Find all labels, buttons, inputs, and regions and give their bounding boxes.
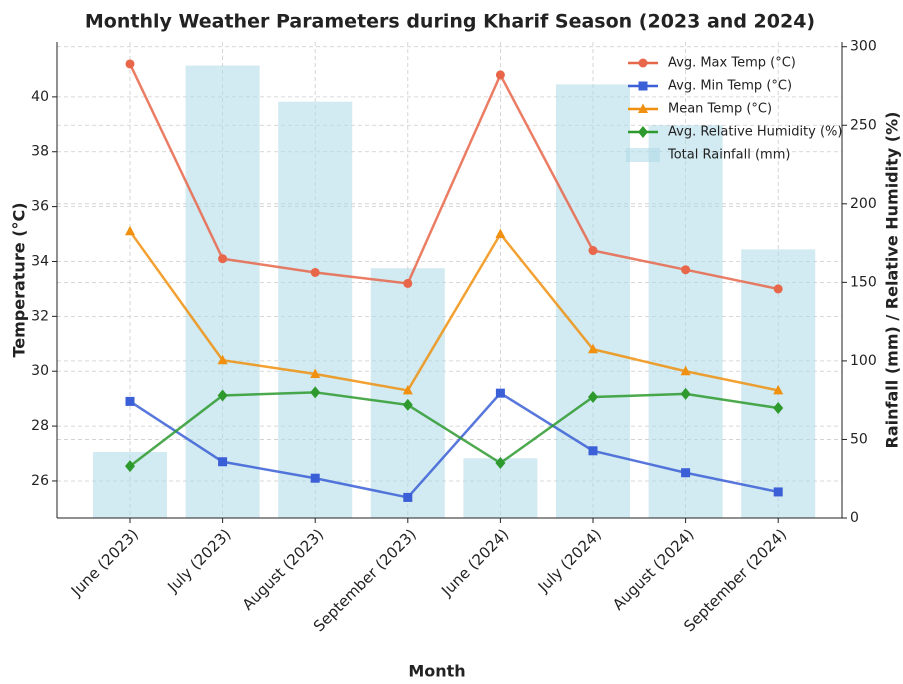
marker [310, 368, 321, 378]
marker [588, 446, 598, 456]
y2-tick-label: 150 [850, 274, 877, 290]
marker [638, 58, 648, 68]
marker [773, 384, 784, 395]
marker [125, 59, 135, 69]
marker [402, 384, 413, 395]
chart-title: Monthly Weather Parameters during Kharif… [85, 11, 815, 33]
y-tick-label: 34 [31, 253, 49, 269]
marker [773, 487, 783, 497]
y-tick-label: 28 [31, 418, 49, 434]
marker [588, 343, 598, 354]
line [129, 391, 779, 468]
x-tick-label: June (2024) [437, 525, 512, 600]
y2-tick-label: 100 [850, 353, 877, 369]
y-tick-label: 38 [31, 144, 49, 160]
y-tick-label: 32 [31, 308, 49, 324]
marker [402, 398, 413, 411]
marker [125, 396, 135, 406]
marker [310, 386, 321, 399]
bar [648, 125, 723, 518]
y2-tick-label: 50 [850, 431, 868, 447]
x-tick-label: August (2024) [609, 525, 697, 613]
marker [638, 81, 648, 91]
bar [556, 84, 630, 519]
legend-label: Avg. Min Temp (°C) [668, 79, 792, 94]
y2-tick-label: 300 [850, 39, 877, 55]
y-tick-label: 36 [31, 199, 49, 215]
x-tick-label: August (2023) [239, 525, 327, 613]
marker [680, 365, 691, 376]
marker [495, 388, 505, 398]
x-axis-label: Month [408, 662, 465, 681]
legend-swatch [626, 148, 660, 162]
y-tick-label: 40 [31, 89, 49, 105]
x-tick-label: July (2023) [163, 525, 234, 596]
y-axis-label: Temperature (°C) [10, 202, 29, 357]
marker [495, 457, 506, 470]
x-tick-label: September (2024) [680, 525, 790, 635]
marker [681, 468, 691, 478]
marker [588, 246, 598, 256]
marker [218, 457, 228, 467]
legend-label: Avg. Relative Humidity (%) [668, 125, 842, 140]
marker [495, 228, 506, 239]
x-tick-label: July (2024) [534, 525, 605, 596]
marker [495, 70, 505, 80]
y-tick-label: 26 [31, 473, 49, 489]
marker [310, 473, 320, 483]
marker [638, 103, 648, 113]
marker [403, 278, 413, 288]
line [128, 63, 779, 291]
y2-tick-label: 200 [850, 196, 877, 212]
legend-label: Mean Temp (°C) [668, 102, 772, 117]
line [128, 230, 779, 392]
bar [185, 65, 260, 518]
marker [125, 460, 135, 473]
marker [773, 284, 783, 294]
line [129, 391, 779, 499]
y2-tick-label: 0 [850, 510, 859, 526]
marker [125, 225, 135, 236]
marker [638, 126, 648, 138]
legend: Avg. Max Temp (°C) Avg. Min Temp (°C) Mean… [626, 56, 842, 163]
marker [588, 391, 598, 404]
bar [741, 249, 816, 518]
marker [217, 354, 228, 365]
y2-axis-label: Rainfall (mm) / Relative Humidity (%) [883, 112, 902, 449]
bar [278, 101, 353, 518]
marker [310, 267, 320, 277]
y2-tick-label: 250 [850, 117, 877, 133]
marker [217, 389, 228, 402]
marker [680, 387, 691, 400]
x-tick-label: September (2023) [310, 525, 420, 635]
marker [403, 492, 413, 502]
marker [681, 265, 691, 275]
marker [773, 402, 784, 415]
legend-label: Avg. Max Temp (°C) [668, 56, 796, 71]
y-tick-label: 30 [31, 363, 49, 379]
x-tick-label: June (2023) [67, 525, 142, 600]
marker [218, 254, 228, 264]
legend-label: Total Rainfall (mm) [667, 148, 790, 163]
